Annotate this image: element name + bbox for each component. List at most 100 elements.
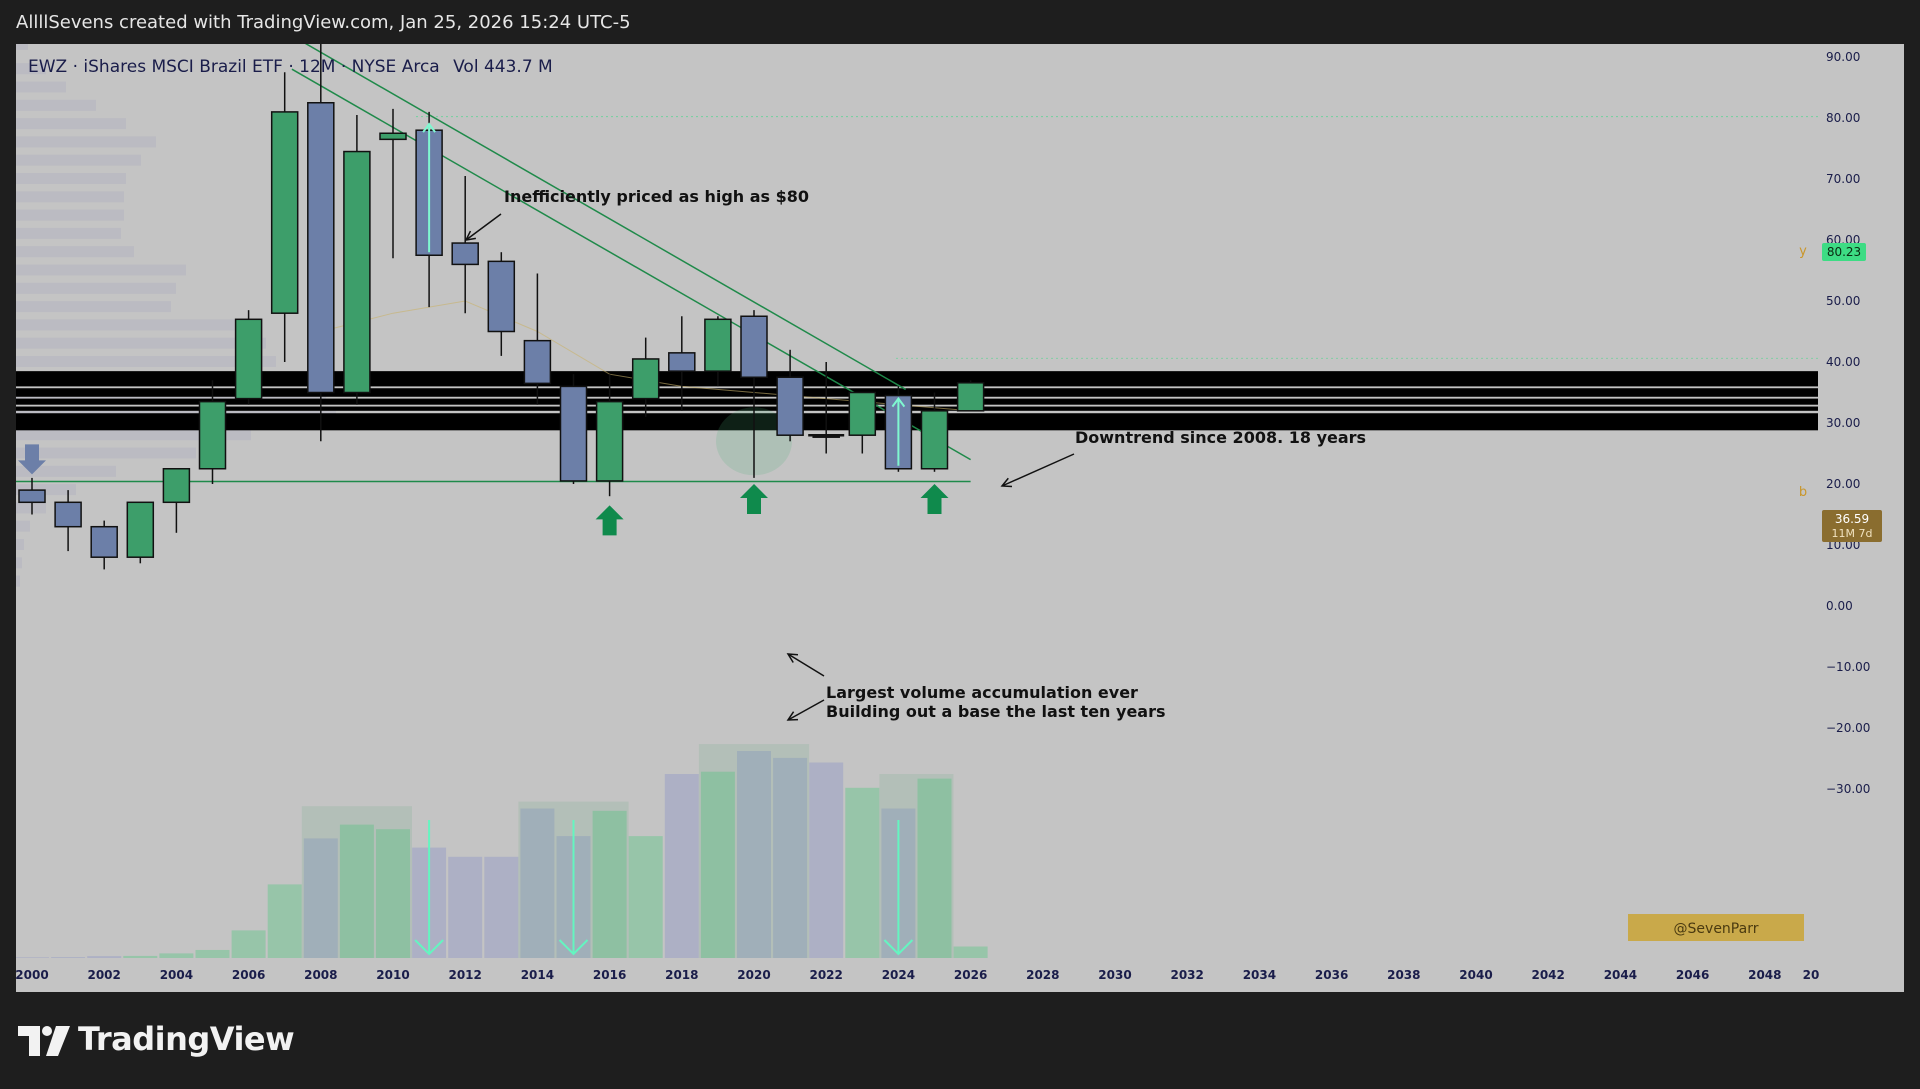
profile-bar: [16, 154, 141, 166]
price-tick-label: −10.00: [1826, 660, 1870, 674]
candle-body-2009: [343, 150, 371, 394]
time-tick-label: 2030: [1098, 968, 1131, 982]
volume-bar-2012: [448, 856, 483, 958]
price-tick-label: 30.00: [1826, 416, 1860, 430]
time-tick-label: 2008: [304, 968, 337, 982]
price-tick-label: 0.00: [1826, 599, 1853, 613]
level-tag-y: y: [1799, 244, 1807, 259]
time-tick-label: 2044: [1604, 968, 1637, 982]
volume-bar-2025: [917, 778, 952, 958]
support-band: [16, 388, 1818, 397]
profile-bar: [16, 99, 96, 111]
time-tick-label: 2040: [1459, 968, 1492, 982]
pointer-volume-1-head: [786, 653, 799, 663]
profile-bar: [16, 246, 134, 258]
time-axis[interactable]: 2000 2002 2004 2006 2008 2010 2012 2014 2016 2018…: [16, 958, 1819, 992]
volume-bar-2003: [123, 955, 158, 958]
candle-body-2008: [307, 102, 335, 394]
profile-bar: [16, 539, 24, 550]
volume-highlight: [301, 806, 412, 958]
volume-bar-2022: [809, 762, 844, 958]
watermark-background: [1628, 914, 1804, 941]
volume-bar-2008: [303, 838, 338, 958]
candle-arrowhead: [891, 396, 906, 408]
price-tick-label: 70.00: [1826, 172, 1860, 186]
volume-bar-2001: [51, 957, 86, 958]
candle-body-2014: [523, 339, 552, 385]
volume-bar-2014: [520, 808, 555, 958]
price-tick-label: 20.00: [1826, 477, 1860, 491]
pointer-inefficient-head: [464, 230, 476, 241]
volume-bar-2017: [628, 836, 663, 958]
candle-body-2003: [126, 501, 155, 558]
support-band: [16, 406, 1818, 411]
candle-body-2012: [451, 242, 479, 266]
pointer-downtrend: [1001, 453, 1075, 487]
profile-bar: [16, 173, 126, 184]
buy-arrow-marker: [595, 505, 624, 536]
time-tick-label: 2018: [665, 968, 698, 982]
time-tick-label: 2016: [593, 968, 626, 982]
buy-arrow-marker: [920, 484, 949, 514]
time-tick-label: 2010: [376, 968, 409, 982]
profile-bar: [16, 484, 76, 496]
buy-arrow-marker: [740, 484, 768, 514]
profile-bar: [16, 447, 196, 459]
bar-countdown: 11M 7d: [1832, 527, 1873, 540]
volume-highlight: [698, 744, 810, 958]
price-tick-label: 80.00: [1826, 111, 1860, 125]
time-tick-label: 2036: [1315, 968, 1348, 982]
volume-bar-2023: [845, 787, 880, 958]
price-tick-label: −30.00: [1826, 782, 1870, 796]
annotations: EWZ · iShares MSCI Brazil ETF · 12M · NY…: [28, 57, 1366, 721]
time-tick-label: 2000: [16, 968, 49, 982]
time-tick-label: 2032: [1170, 968, 1203, 982]
volume-highlight: [879, 774, 954, 958]
price-chart[interactable]: EWZ · iShares MSCI Brazil ETF · 12M · NY…: [16, 44, 1904, 992]
high-price-badge: [1822, 243, 1866, 261]
time-tick-label: 2020: [737, 968, 770, 982]
time-tick-label: 20: [1803, 968, 1820, 982]
last-price-value: 36.59: [1835, 512, 1869, 526]
profile-bar: [16, 319, 261, 331]
profile-bar: [16, 136, 156, 148]
signal-markers: [18, 213, 1075, 721]
high-price-value: 80.23: [1827, 245, 1861, 259]
volume-bar-2019: [700, 771, 735, 958]
candle-body-2026: [956, 382, 985, 412]
support-band: [16, 371, 1818, 387]
profile-bar: [16, 44, 28, 50]
annotation-volume-line1: Largest volume accumulation ever: [826, 683, 1138, 702]
candle-body-2023: [848, 391, 877, 436]
volume-bar-2016: [592, 810, 627, 958]
support-band: [16, 413, 1818, 431]
profile-bar: [16, 209, 124, 221]
volume-bar-2018: [664, 774, 699, 958]
time-tick-label: 2022: [809, 968, 842, 982]
profile-bar: [16, 337, 266, 349]
tradingview-logo-text: TradingView: [78, 1020, 295, 1058]
start-arrow-marker: [18, 444, 46, 475]
volume-arrowhead: [558, 939, 589, 956]
candle-body-2013: [487, 260, 516, 333]
time-tick-label: 2046: [1676, 968, 1709, 982]
profile-bar: [16, 301, 171, 313]
legend-volume-label: Vol: [453, 57, 478, 77]
candles: [18, 44, 985, 570]
tradingview-logo-icon: [18, 1026, 70, 1056]
time-tick-label: 2038: [1387, 968, 1420, 982]
profile-bar: [16, 575, 20, 587]
time-tick-label: 2024: [882, 968, 915, 982]
chart-panel[interactable]: EWZ · iShares MSCI Brazil ETF · 12M · NY…: [16, 44, 1904, 992]
profile-bar: [16, 227, 121, 239]
candle-arrowhead: [422, 122, 436, 133]
volume-arrowhead: [883, 939, 914, 956]
candle-body-2001: [54, 501, 82, 528]
candle-body-2007: [270, 111, 299, 314]
profile-bar: [16, 63, 46, 75]
volume-bar-2007: [267, 884, 302, 958]
volume-bar-2002: [87, 956, 122, 958]
candle-body-2020: [740, 315, 768, 378]
price-tick-label: −20.00: [1826, 721, 1870, 735]
volume-bar-2010: [376, 829, 410, 958]
